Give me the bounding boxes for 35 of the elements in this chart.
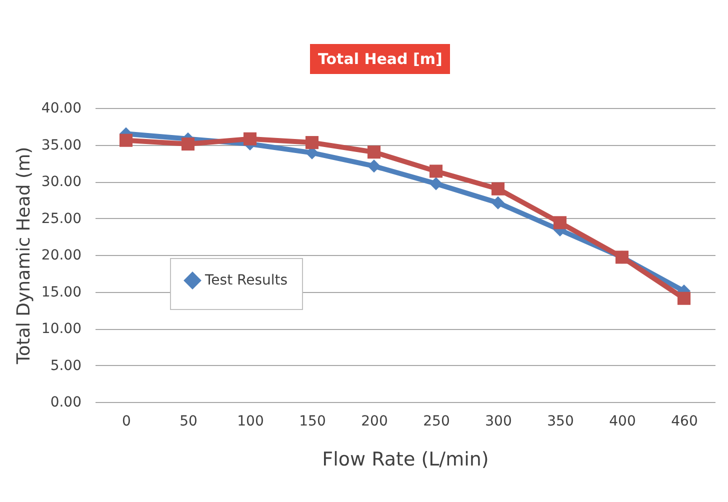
point bbox=[243, 132, 257, 146]
point bbox=[305, 136, 319, 150]
chart-title: Total Head [m] bbox=[310, 44, 450, 74]
y-tick-label: 30.00 bbox=[41, 174, 82, 190]
x-axis-title: Flow Rate (L/min) bbox=[322, 448, 489, 470]
x-tick-label: 350 bbox=[547, 414, 574, 430]
x-tick-label: 460 bbox=[671, 414, 698, 430]
y-tick-label: 35.00 bbox=[41, 137, 82, 154]
point bbox=[429, 164, 443, 178]
x-tick-label: 300 bbox=[485, 414, 512, 430]
y-tick-label: 15.00 bbox=[41, 284, 82, 300]
point bbox=[119, 134, 133, 147]
point bbox=[677, 292, 691, 305]
point bbox=[491, 182, 505, 196]
y-tick-label: 25.00 bbox=[41, 210, 82, 227]
point bbox=[181, 137, 195, 151]
x-tick-label: 150 bbox=[299, 414, 326, 430]
point bbox=[553, 216, 567, 230]
point bbox=[367, 146, 381, 159]
x-tick-label: 400 bbox=[609, 414, 636, 430]
y-tick-label: 40.00 bbox=[41, 100, 82, 116]
point bbox=[367, 160, 381, 173]
x-tick-label: 250 bbox=[423, 414, 450, 430]
x-tick-label: 50 bbox=[180, 414, 198, 430]
point bbox=[429, 177, 443, 190]
x-tick-label: 100 bbox=[237, 414, 264, 430]
y-tick-label: 0.00 bbox=[50, 394, 82, 410]
y-tick-label: 20.00 bbox=[41, 248, 82, 264]
y-tick-label: 5.00 bbox=[50, 358, 82, 374]
x-tick-label: 0 bbox=[122, 414, 131, 430]
x-tick-label: 200 bbox=[361, 414, 388, 430]
y-tick-label: 10.00 bbox=[41, 321, 82, 337]
point bbox=[491, 196, 505, 210]
legend-label: Test Results bbox=[204, 272, 288, 288]
y-axis-title: Total Dynamic Head (m) bbox=[13, 146, 34, 366]
